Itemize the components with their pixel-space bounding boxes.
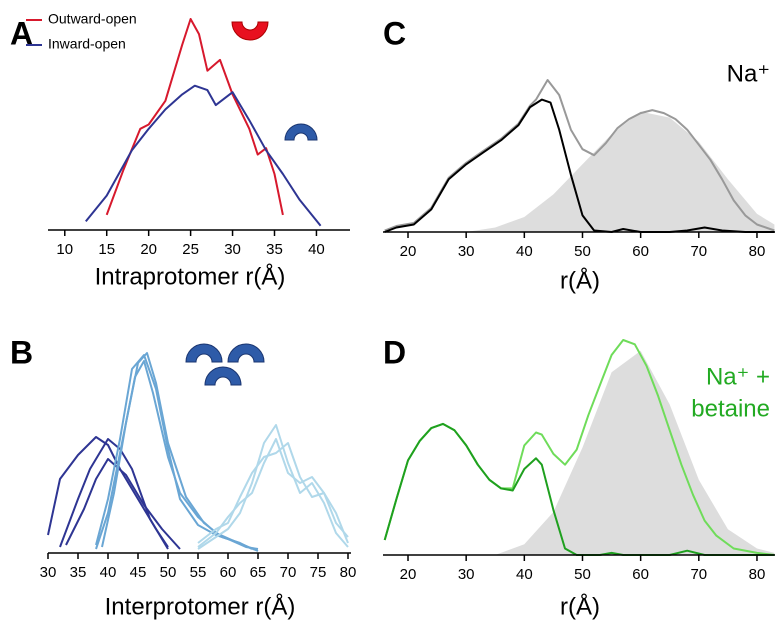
x-tick-label: 75 xyxy=(310,564,327,581)
x-tick-label: 20 xyxy=(400,243,417,260)
x-axis-label: r(Å) xyxy=(560,266,600,294)
x-tick-label: 35 xyxy=(266,241,283,258)
x-axis-label: Interprotomer r(Å) xyxy=(105,592,296,620)
curve xyxy=(384,98,775,233)
inward-icon xyxy=(284,123,318,141)
annotation: betaine xyxy=(691,395,770,422)
x-tick-label: 20 xyxy=(400,566,417,583)
x-tick-label: 50 xyxy=(574,243,591,260)
curve xyxy=(105,18,284,216)
panel-label: A xyxy=(10,15,33,51)
panel-label: C xyxy=(383,15,406,51)
plot: 20 30 40 50 60 70 80 r(Å) D Na⁺ + betaine xyxy=(383,334,775,620)
x-tick-label: 20 xyxy=(140,241,157,258)
x-tick-label: 15 xyxy=(98,241,115,258)
curve xyxy=(384,79,775,232)
x-tick-label: 70 xyxy=(280,564,297,581)
curve xyxy=(197,424,349,550)
x-tick-label: 45 xyxy=(130,564,147,581)
plot: 30 35 40 45 50 55 60 65 70 75 80 Interprotomer r(Å)… xyxy=(10,334,356,620)
x-tick-label: 35 xyxy=(70,564,87,581)
legend-label: Inward-open xyxy=(48,36,126,52)
x-tick-label: 30 xyxy=(458,566,475,583)
x-tick-label: 40 xyxy=(308,241,325,258)
x-tick-label: 55 xyxy=(190,564,207,581)
x-tick-label: 80 xyxy=(749,566,766,583)
x-tick-label: 60 xyxy=(632,243,649,260)
curve xyxy=(197,438,349,548)
plot: 20 30 40 50 60 70 80 r(Å) C Na⁺ xyxy=(383,15,775,294)
x-tick-label: 60 xyxy=(220,564,237,581)
x-axis-label: r(Å) xyxy=(560,592,600,620)
curve xyxy=(65,458,181,550)
x-tick-label: 40 xyxy=(516,243,533,260)
x-tick-label: 60 xyxy=(632,566,649,583)
area xyxy=(495,350,775,555)
annotation: Na⁺ + xyxy=(706,363,770,390)
x-axis-label: Intraprotomer r(Å) xyxy=(95,262,286,290)
annotation: Na⁺ xyxy=(727,60,770,87)
x-tick-label: 50 xyxy=(160,564,177,581)
curve xyxy=(85,84,322,227)
outward-icon xyxy=(231,21,269,41)
x-tick-label: 70 xyxy=(690,243,707,260)
curve xyxy=(197,442,349,544)
x-tick-label: 70 xyxy=(690,566,707,583)
x-tick-label: 10 xyxy=(56,241,73,258)
x-tick-label: 50 xyxy=(574,566,591,583)
x-tick-label: 40 xyxy=(516,566,533,583)
x-tick-label: 30 xyxy=(224,241,241,258)
panel-label: D xyxy=(383,334,406,370)
x-tick-label: 80 xyxy=(749,243,766,260)
x-tick-label: 30 xyxy=(458,243,475,260)
dimer-icon xyxy=(185,343,265,386)
plot: 10 15 20 25 30 35 40 Intraprotomer r(Å) A Outward… xyxy=(10,11,350,290)
x-tick-label: 40 xyxy=(100,564,117,581)
x-tick-label: 30 xyxy=(40,564,57,581)
x-tick-label: 80 xyxy=(340,564,357,581)
panel-label: B xyxy=(10,334,33,370)
x-tick-label: 65 xyxy=(250,564,267,581)
legend-label: Outward-open xyxy=(48,11,137,27)
x-tick-label: 25 xyxy=(182,241,199,258)
